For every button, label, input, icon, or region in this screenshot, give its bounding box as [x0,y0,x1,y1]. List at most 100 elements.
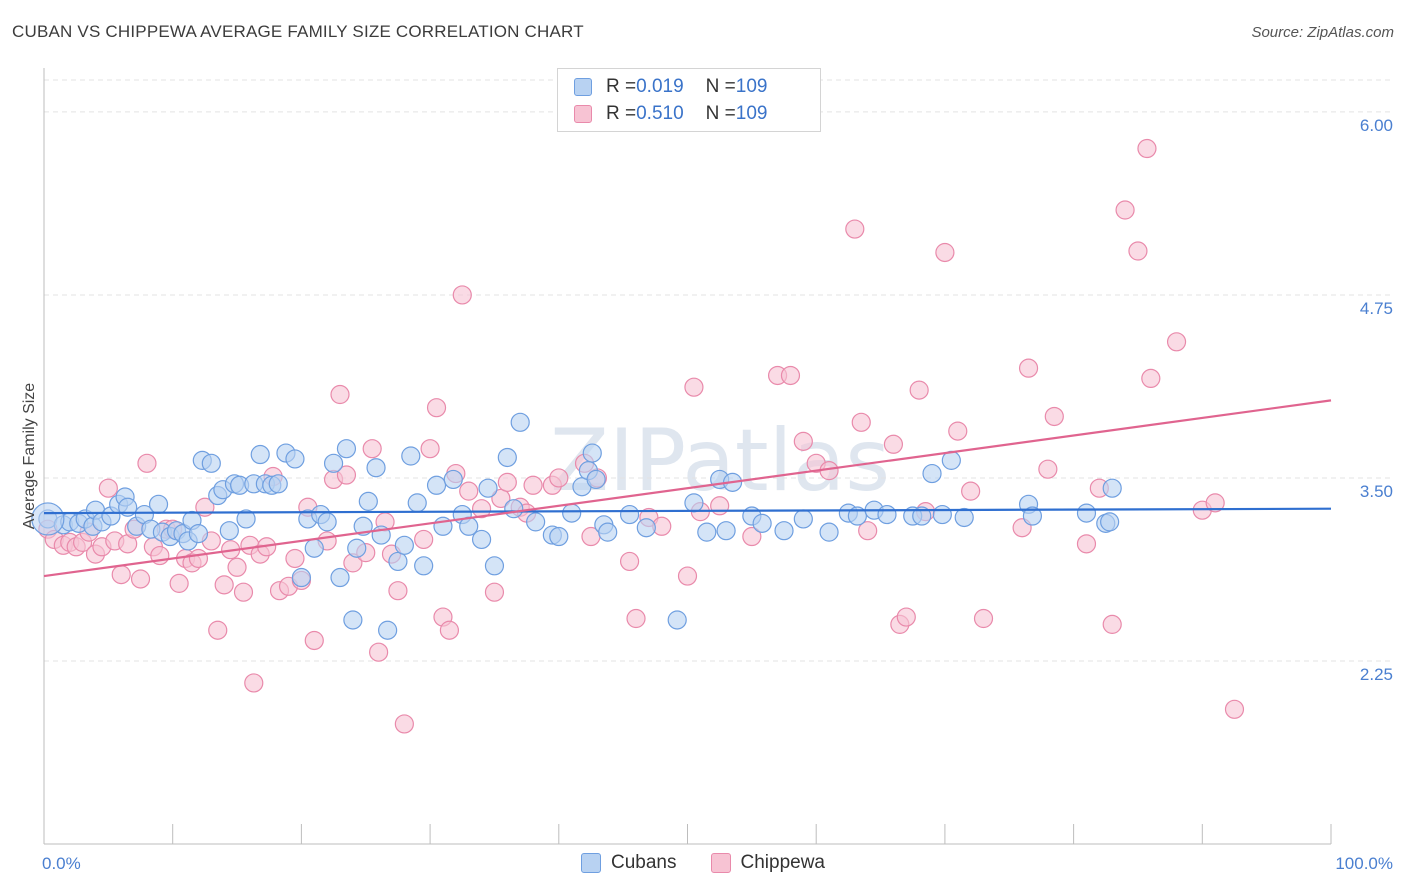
chippewa-point [780,365,801,386]
cubans-point [847,506,867,526]
cubans-point [716,521,736,541]
cubans-trend-line [43,507,1332,515]
cubans-point [336,439,357,459]
cubans-point [510,412,530,432]
chippewa-point [1224,699,1245,719]
chippewa-point [858,521,878,541]
y-tick-label: 6.00 [1360,116,1393,135]
chippewa-point [497,472,517,492]
cubans-point [504,499,524,519]
chippewa-point [626,608,646,629]
cubans-point [1102,478,1122,498]
cubans-point [922,463,942,484]
x-tick-label: 100.0% [1335,854,1393,873]
cubans-point [598,522,618,542]
cubans-point [774,521,794,541]
legend-item-chippewa[interactable]: Chippewa [710,852,826,874]
cubans-point [932,504,952,525]
cubans-point [471,529,492,550]
chippewa-point [304,630,324,651]
chippewa-point [330,384,350,405]
cubans-point [291,567,311,588]
cubans-point [484,556,505,576]
cubans-point [250,444,270,465]
legend-row-chippewa: R = 0.510 N = 109 [574,102,767,126]
cubans-point [526,512,546,532]
cubans-point [317,512,337,532]
cubans-point [268,474,288,494]
chippewa-point [394,714,414,734]
cubans-point [343,610,363,630]
cubans-point [912,506,932,526]
chippewa-point [549,468,569,488]
y-tick-label: 3.50 [1360,482,1393,501]
chippewa-point [677,566,698,586]
cubans-point [877,504,897,525]
cubans-point [304,538,324,558]
cubans-point [394,535,414,555]
legend-item-label: Chippewa [740,852,826,873]
chippewa-point [111,564,131,585]
chippewa-swatch [574,105,592,123]
chippewa-point [452,285,472,305]
cubans-point [478,478,498,498]
legend-item-label: Cubans [611,852,677,873]
trend-lines [43,399,1332,578]
legend-n-label: N = [705,76,736,97]
cubans-point [378,620,398,640]
chippewa-point [369,642,389,662]
chippewa-point [414,529,434,550]
chippewa-point [883,434,904,454]
chippewa-point [1205,493,1225,513]
chippewa-point [1128,241,1148,261]
cubans-point [358,491,378,511]
cubans-point [219,521,239,541]
chippewa-point [285,548,305,569]
legend-r-value: 0.510 [636,103,684,124]
correlation-legend: R = 0.019 N = 109 R = 0.510 N = 109 [557,68,821,132]
legend-r-value: 0.019 [636,76,684,97]
grid-lines [44,79,1393,662]
cubans-point [549,526,569,547]
chippewa-point [523,475,543,495]
cubans-point [1100,512,1120,532]
legend-item-cubans[interactable]: Cubans [581,852,677,874]
chippewa-point [336,465,357,485]
cubans-point [752,513,772,533]
chippewa-trend-line [43,399,1332,578]
cubans-point [497,447,517,468]
cubans-point [401,446,421,466]
chippewa-point [420,439,440,459]
chippewa-point [388,581,408,601]
chippewa-point [169,573,189,593]
source-label: Source: ZipAtlas.com [1251,24,1394,41]
chippewa-point [244,673,264,693]
chippewa-point [214,575,234,595]
chippewa-point [484,582,505,602]
legend-n-value: 109 [735,76,768,97]
legend-n-label: N = [705,103,736,124]
chippewa-point [896,607,916,627]
cubans-point [1022,506,1043,526]
tick-labels: 2.25 3.50 4.75 6.00 0.0% 100.0% [42,116,1393,873]
cubans-points [31,412,1122,640]
chart-title: CUBAN VS CHIPPEWA AVERAGE FAMILY SIZE CO… [12,22,584,41]
chippewa-point [130,569,151,589]
cubans-point [697,522,717,542]
chippewa-point [208,620,228,640]
chippewa-point [793,431,813,451]
cubans-point [31,502,65,536]
cubans-point [582,443,602,463]
chippewa-point [1038,459,1058,479]
chippewa-point [935,242,955,263]
chippewa-point [439,620,460,640]
cubans-point [636,518,656,538]
chippewa-point [137,453,157,473]
cubans-point [819,522,839,542]
chippewa-point [845,219,865,239]
chippewa-point [851,412,871,432]
cubans-point [201,453,221,473]
cubans-point [414,556,434,576]
legend-r-label: R = [606,76,637,97]
